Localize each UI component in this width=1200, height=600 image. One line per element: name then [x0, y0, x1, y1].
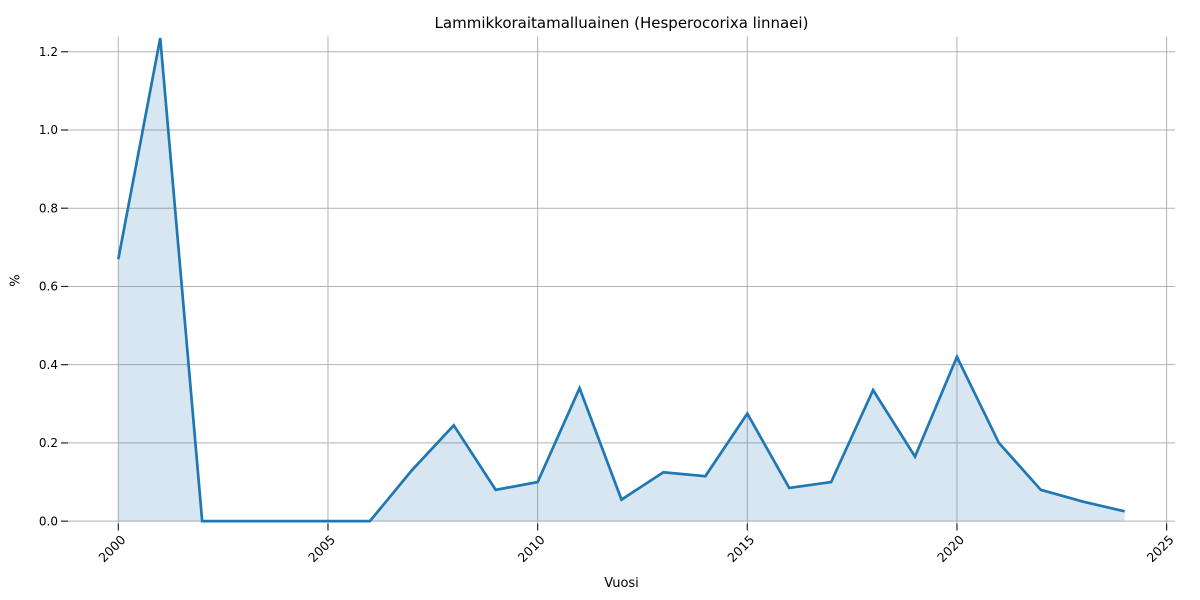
- x-tick-label: 2015: [724, 532, 757, 565]
- y-tick-label: 0.0: [39, 514, 58, 528]
- x-tick-label: 2000: [95, 532, 128, 565]
- data-line: [116, 37, 1125, 523]
- x-tick-label: 2020: [934, 532, 967, 565]
- area-fill: [118, 38, 1125, 522]
- chart-title: Lammikkoraitamalluainen (Hesperocorixa l…: [434, 14, 809, 32]
- y-tick-label: 0.8: [39, 201, 58, 215]
- x-tick-label: 2025: [1144, 532, 1177, 565]
- y-tick-label: 1.2: [39, 45, 58, 59]
- x-axis-label: Vuosi: [604, 576, 639, 591]
- y-axis-label: %: [8, 274, 24, 287]
- y-tick-label: 0.4: [39, 358, 58, 372]
- y-tick-label: 0.2: [39, 436, 58, 450]
- x-tick-label: 2010: [515, 532, 548, 565]
- y-tick-label: 1.0: [39, 123, 58, 137]
- x-tick-label: 2005: [305, 532, 338, 565]
- y-tick-label: 0.6: [39, 280, 58, 294]
